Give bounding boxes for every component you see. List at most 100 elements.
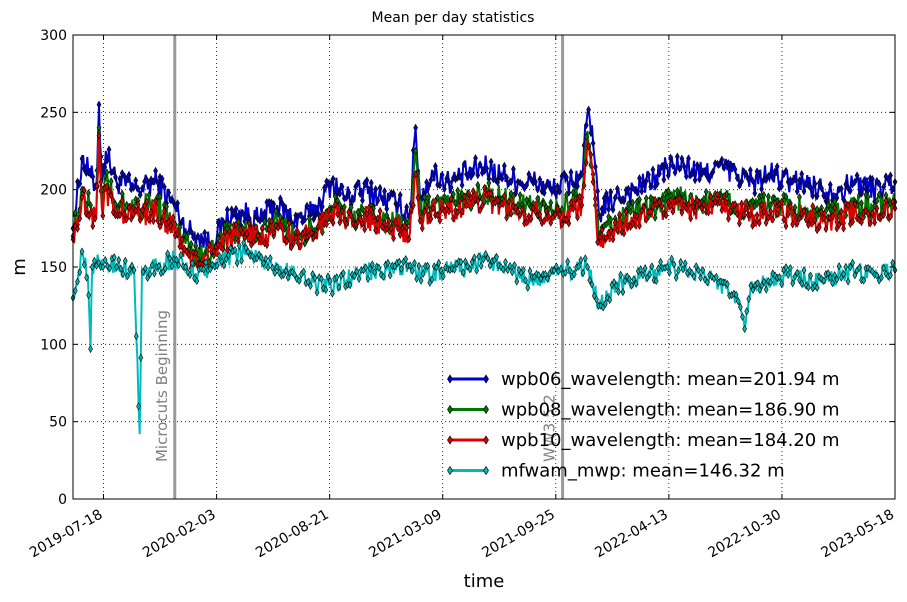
data-point (677, 194, 682, 203)
data-point (292, 270, 297, 279)
data-point (229, 205, 235, 214)
data-point (759, 200, 764, 209)
data-point (888, 212, 893, 221)
data-point (861, 177, 867, 186)
data-point (86, 291, 91, 300)
data-point (814, 283, 820, 292)
data-point (495, 195, 501, 205)
data-point (311, 215, 317, 224)
data-point (697, 175, 702, 184)
data-point (661, 194, 667, 203)
data-point (105, 261, 110, 271)
data-point (342, 216, 347, 225)
data-point (96, 131, 102, 140)
data-point (617, 194, 622, 203)
data-point (781, 215, 787, 224)
data-point (240, 228, 245, 238)
data-point (260, 213, 265, 223)
data-point (694, 160, 700, 170)
data-point (524, 218, 530, 227)
data-point (659, 162, 665, 171)
data-point (674, 186, 680, 196)
data-point (827, 180, 833, 189)
data-point (133, 206, 139, 215)
data-point (233, 220, 239, 229)
data-point (472, 253, 477, 262)
data-point (175, 199, 180, 208)
data-point (583, 132, 589, 141)
data-point (488, 157, 494, 166)
data-point (378, 270, 384, 279)
data-point (652, 195, 658, 204)
data-point (521, 265, 526, 274)
data-point (371, 212, 376, 221)
data-point (881, 182, 887, 191)
data-point (634, 188, 640, 197)
data-point (568, 168, 574, 177)
data-point (612, 193, 618, 202)
data-point (153, 166, 158, 175)
data-point (678, 257, 684, 266)
series-line (72, 104, 896, 253)
data-point (428, 175, 434, 185)
data-point (125, 271, 130, 281)
data-point (309, 228, 314, 238)
data-point (852, 200, 858, 209)
data-point (386, 216, 392, 225)
data-point (436, 258, 442, 267)
data-point (610, 205, 616, 214)
series-group (70, 100, 898, 435)
data-point (272, 268, 278, 278)
data-point (643, 194, 649, 203)
data-point (677, 164, 682, 173)
data-point (360, 204, 365, 214)
data-point (391, 234, 396, 243)
data-point (108, 191, 114, 200)
data-point (155, 178, 161, 187)
data-point (366, 185, 372, 194)
data-point (340, 269, 346, 278)
data-point (788, 202, 793, 211)
data-point (308, 281, 313, 291)
data-point (301, 267, 307, 276)
data-point (546, 212, 551, 221)
data-point (254, 254, 260, 263)
data-point (683, 172, 689, 181)
data-point (269, 217, 274, 226)
data-point (422, 193, 427, 202)
data-point (748, 166, 753, 175)
data-point (332, 192, 338, 201)
data-point (107, 264, 113, 273)
data-point (424, 203, 429, 212)
data-point (663, 161, 669, 170)
legend-marker (447, 435, 453, 445)
data-point (81, 186, 87, 195)
data-point (834, 275, 840, 284)
data-point (527, 266, 533, 276)
data-point (672, 168, 678, 177)
data-point (136, 402, 141, 411)
data-point (883, 172, 889, 181)
data-point (186, 251, 192, 260)
data-point (395, 224, 401, 233)
data-point (415, 193, 421, 202)
data-point (570, 188, 576, 197)
data-point (357, 214, 363, 223)
data-point (870, 174, 875, 184)
data-point (670, 207, 676, 216)
data-point (215, 217, 221, 227)
data-point (422, 207, 427, 216)
data-point (637, 195, 642, 204)
data-point (470, 169, 476, 178)
data-point (634, 211, 640, 221)
data-point (881, 264, 887, 273)
data-point (271, 200, 277, 209)
data-point (124, 214, 130, 223)
data-point (364, 209, 370, 218)
data-point (218, 229, 223, 238)
data-point (320, 209, 325, 218)
data-point (794, 187, 800, 196)
data-point (757, 285, 762, 294)
data-point (189, 259, 195, 268)
y-tick-label: 150 (40, 260, 67, 276)
